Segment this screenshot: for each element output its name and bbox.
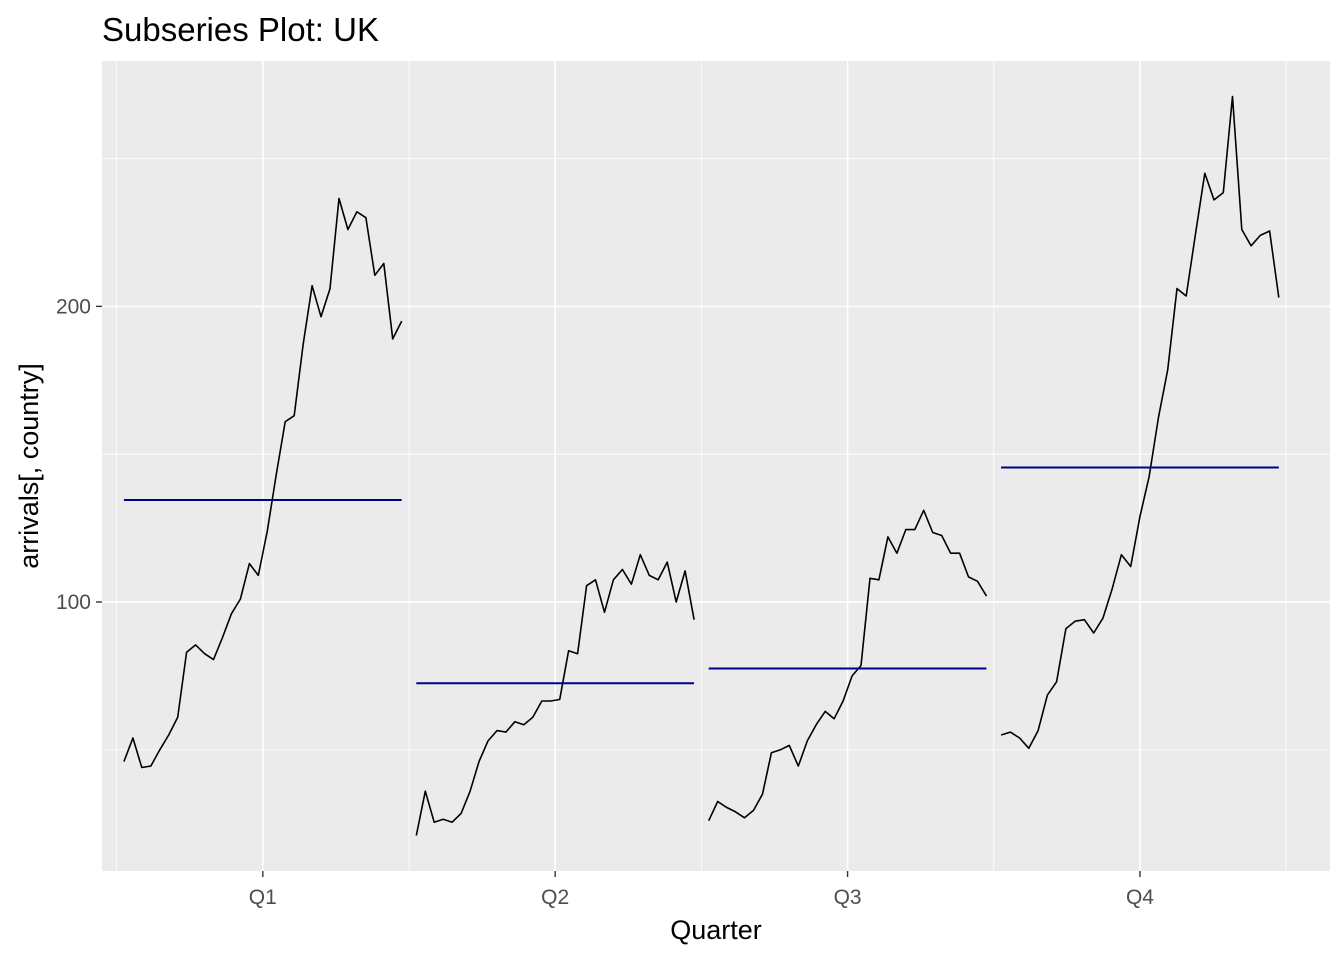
x-tick-label: Q2 <box>541 886 569 909</box>
subseries-lines <box>123 95 1280 836</box>
major-gridlines <box>102 61 1330 871</box>
x-tick-label: Q3 <box>834 886 862 909</box>
x-axis: Q1 Q2 Q3 Q4 <box>249 871 1154 909</box>
plot-background <box>102 61 1330 871</box>
x-tick-label: Q1 <box>249 886 277 909</box>
mean-lines <box>123 466 1279 685</box>
y-tick-label: 100 <box>56 591 91 614</box>
subseries-line-q3 <box>707 509 988 822</box>
subseries-line-q1 <box>123 197 403 769</box>
x-tick-label: Q4 <box>1126 886 1154 909</box>
x-axis-title: Quarter <box>670 915 762 945</box>
subseries-line-q2 <box>415 553 695 836</box>
y-tick-label: 200 <box>56 295 91 318</box>
subseries-line-q4 <box>1000 95 1280 750</box>
y-axis: 100 200 <box>56 295 102 614</box>
chart-title: Subseries Plot: UK <box>102 11 379 48</box>
y-axis-title: arrivals[, country] <box>14 363 44 569</box>
minor-gridlines <box>102 61 1330 871</box>
